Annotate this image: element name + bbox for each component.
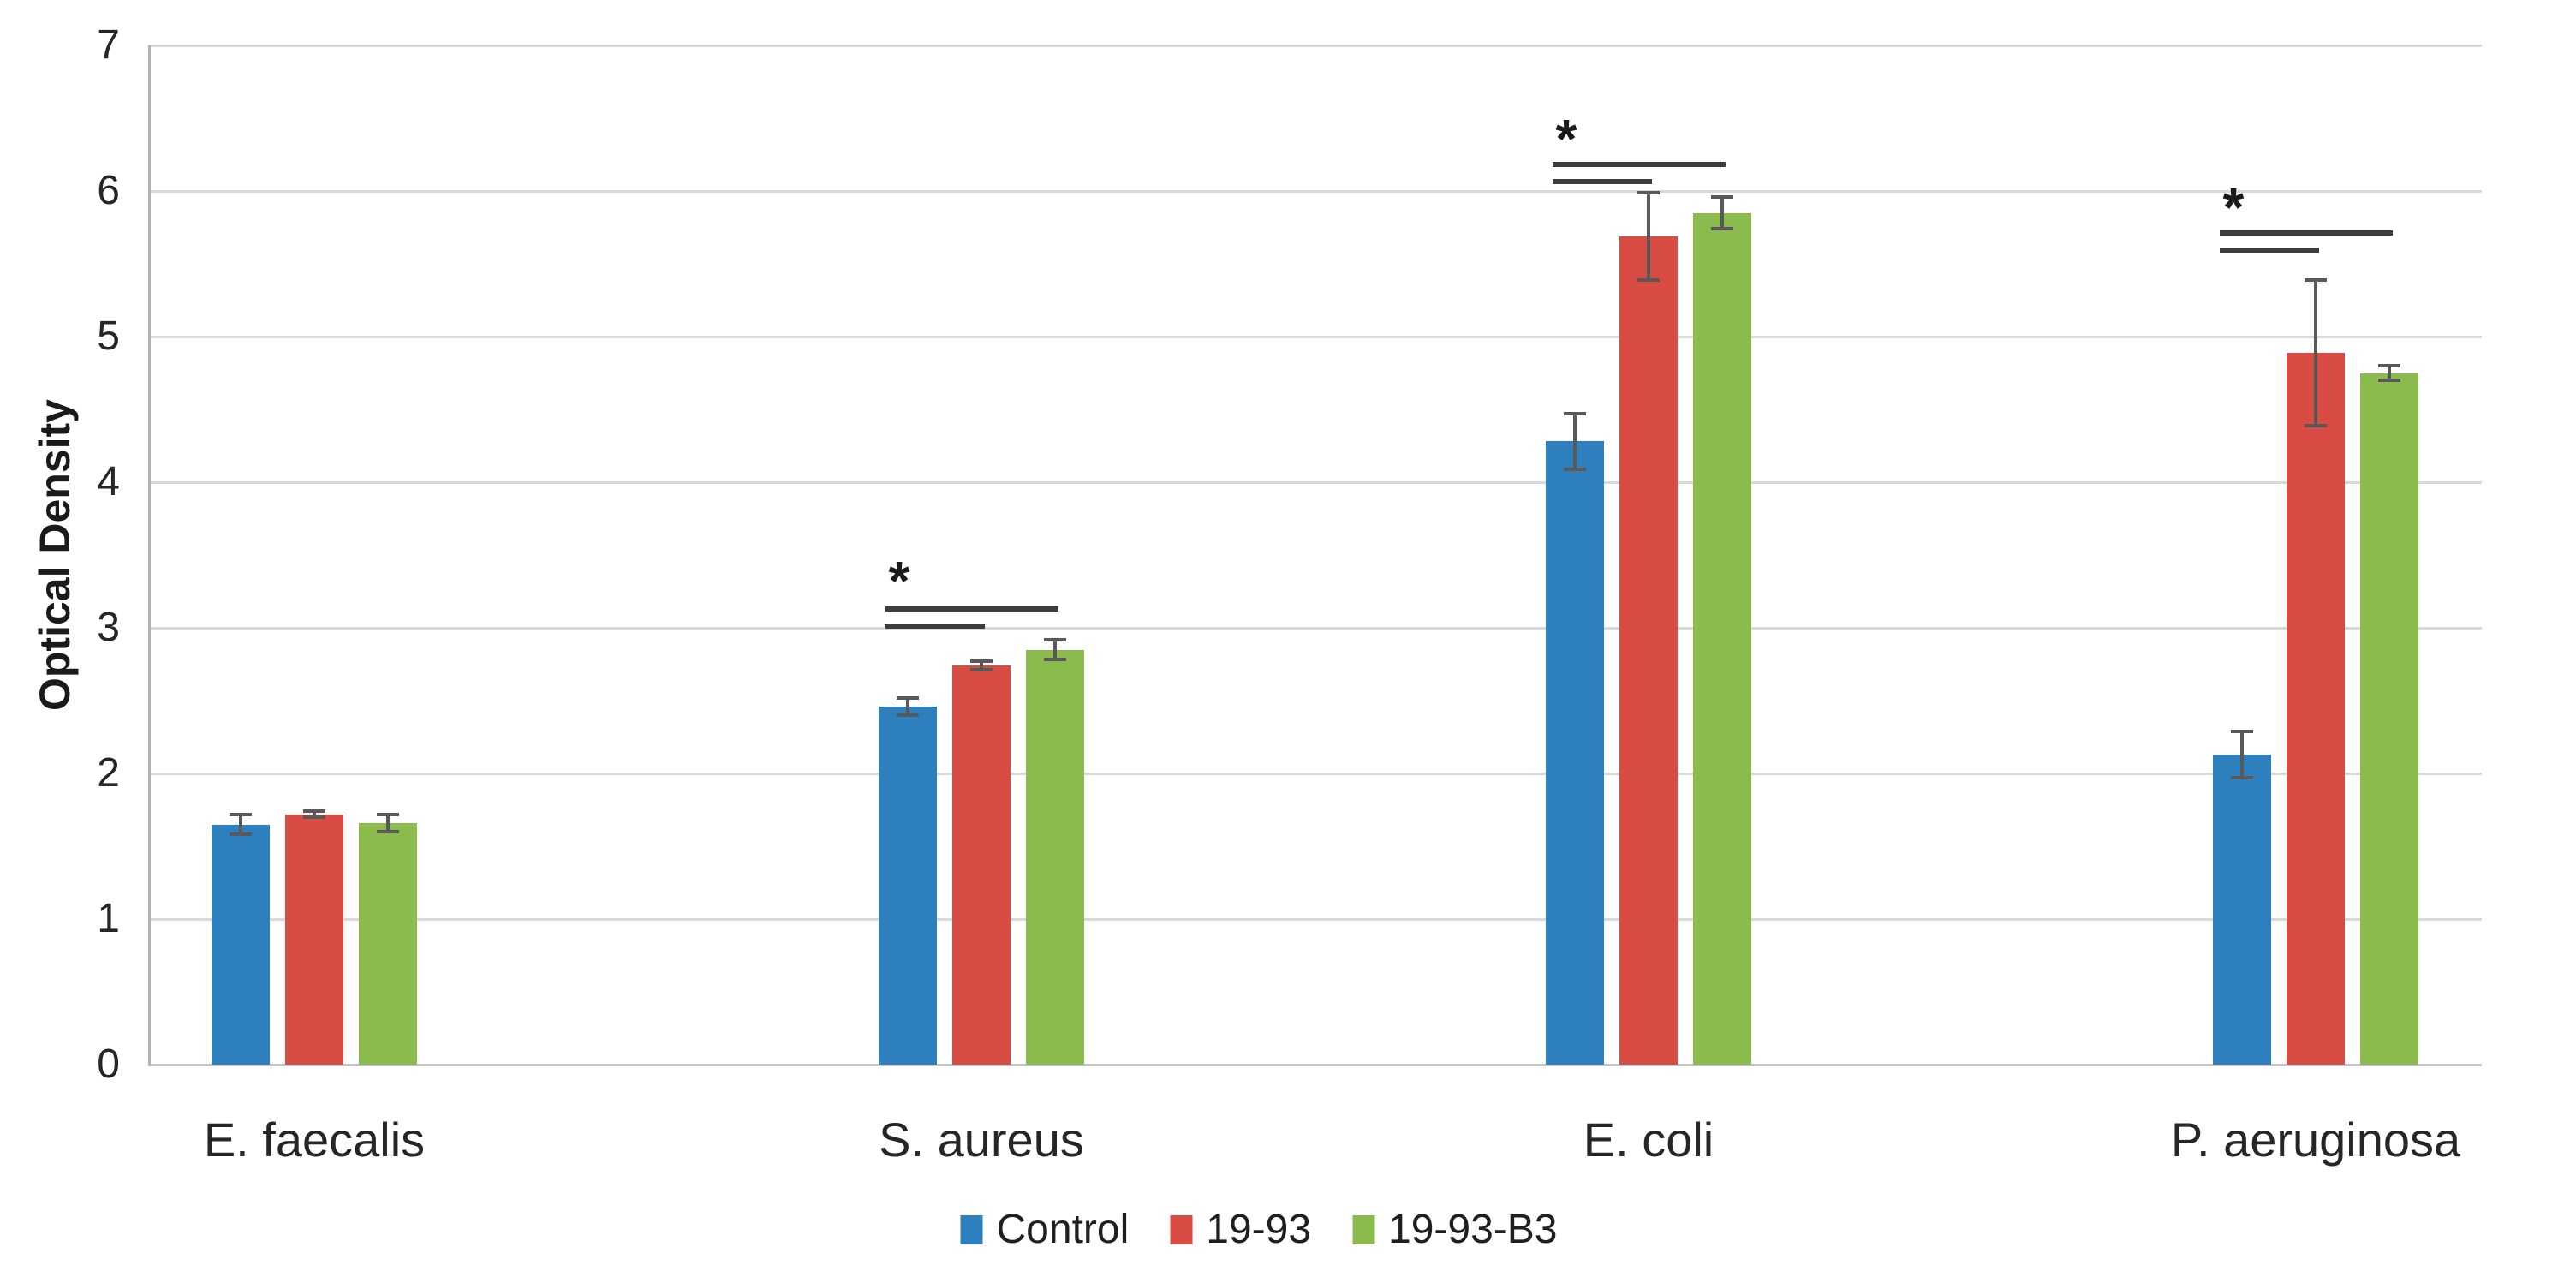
error-bar-whisker bbox=[239, 814, 242, 835]
bar-19-93-b3-e-coli bbox=[1693, 212, 1751, 1065]
error-bar-cap-top bbox=[897, 695, 919, 700]
significance-line-e-coli bbox=[1553, 179, 1652, 185]
x-axis-line bbox=[148, 1064, 2482, 1066]
y-tick-label-4: 4 bbox=[97, 459, 120, 504]
gridline-y1 bbox=[148, 918, 2482, 921]
error-bar-cap-top bbox=[230, 812, 252, 816]
error-bar-whisker bbox=[1573, 414, 1577, 469]
bar-19-93-b3-s-aureus bbox=[1026, 649, 1084, 1065]
error-bar-cap-top bbox=[970, 659, 993, 664]
bar-19-93-p-aeruginosa bbox=[2287, 352, 2345, 1065]
x-axis-label-e-coli: E. coli bbox=[1583, 1113, 1714, 1167]
significance-line-s-aureus bbox=[886, 606, 1058, 612]
error-bar-whisker bbox=[386, 814, 390, 832]
legend-label-control: Control bbox=[996, 1207, 1130, 1252]
bar-19-93-e-faecalis bbox=[285, 814, 343, 1065]
legend: Control 19-93 19-93-B3 bbox=[960, 1206, 1557, 1253]
significance-star-s-aureus: * bbox=[888, 550, 910, 612]
y-tick-label-7: 7 bbox=[97, 22, 120, 68]
legend-label-19-93-b3: 19-93-B3 bbox=[1388, 1207, 1558, 1252]
error-bar-cap-top bbox=[1564, 412, 1586, 416]
error-bar-whisker bbox=[2314, 279, 2317, 426]
error-bar-whisker bbox=[980, 661, 983, 671]
error-bar-cap-top bbox=[1637, 190, 1660, 194]
error-bar-cap-bottom bbox=[230, 832, 252, 837]
bar-19-93-s-aureus bbox=[952, 665, 1011, 1065]
error-bar-cap-bottom bbox=[1637, 277, 1660, 282]
gridline-y3 bbox=[148, 627, 2482, 630]
error-bar-cap-top bbox=[377, 812, 399, 816]
bar-19-93-b3-e-faecalis bbox=[359, 822, 417, 1065]
y-axis-title: Optical Density bbox=[31, 399, 79, 711]
x-axis-label-e-faecalis: E. faecalis bbox=[203, 1113, 426, 1167]
legend-label-19-93: 19-93 bbox=[1206, 1207, 1312, 1252]
error-bar-whisker bbox=[2388, 366, 2391, 380]
gridline-y4 bbox=[148, 481, 2482, 484]
bar-19-93-e-coli bbox=[1619, 236, 1678, 1065]
error-bar-whisker bbox=[1647, 192, 1650, 280]
significance-line-p-aeruginosa bbox=[2220, 230, 2393, 236]
y-tick-label-2: 2 bbox=[97, 750, 120, 796]
error-bar-whisker bbox=[2240, 731, 2244, 779]
legend-swatch-19-93 bbox=[1170, 1214, 1193, 1244]
error-bar-cap-top bbox=[2378, 364, 2400, 367]
legend-swatch-19-93-b3 bbox=[1352, 1214, 1375, 1244]
error-bar-cap-top bbox=[1711, 194, 1733, 199]
bar-control-s-aureus bbox=[879, 706, 937, 1065]
y-tick-label-0: 0 bbox=[97, 1041, 120, 1087]
bar-control-e-faecalis bbox=[212, 824, 270, 1065]
error-bar-cap-bottom bbox=[1564, 467, 1586, 471]
error-bar-cap-top bbox=[303, 809, 325, 814]
error-bar-cap-top bbox=[1044, 637, 1066, 641]
y-tick-label-5: 5 bbox=[97, 313, 120, 359]
significance-line-e-coli bbox=[1553, 162, 1726, 167]
error-bar-whisker bbox=[1720, 196, 1724, 230]
gridline-y6 bbox=[148, 190, 2482, 193]
significance-line-p-aeruginosa bbox=[2220, 248, 2319, 254]
error-bar-cap-bottom bbox=[2231, 776, 2253, 780]
error-bar-cap-bottom bbox=[2305, 423, 2327, 427]
bar-control-p-aeruginosa bbox=[2213, 754, 2271, 1065]
significance-line-s-aureus bbox=[886, 623, 985, 629]
y-tick-label-1: 1 bbox=[97, 896, 120, 941]
legend-item-control: Control bbox=[960, 1206, 1130, 1253]
error-bar-cap-bottom bbox=[303, 815, 325, 819]
y-axis-line bbox=[148, 45, 151, 1066]
error-bar-whisker bbox=[906, 697, 909, 715]
x-axis-label-s-aureus: S. aureus bbox=[879, 1113, 1084, 1167]
significance-star-e-coli: * bbox=[1555, 107, 1577, 170]
legend-item-19-93: 19-93 bbox=[1170, 1206, 1311, 1253]
error-bar-cap-bottom bbox=[1044, 658, 1066, 662]
bar-19-93-b3-p-aeruginosa bbox=[2360, 373, 2418, 1065]
error-bar-cap-bottom bbox=[897, 713, 919, 717]
legend-item-19-93-b3: 19-93-B3 bbox=[1352, 1206, 1557, 1253]
bar-control-e-coli bbox=[1546, 441, 1604, 1065]
gridline-y5 bbox=[148, 336, 2482, 338]
error-bar-cap-bottom bbox=[377, 830, 399, 833]
y-tick-label-3: 3 bbox=[97, 605, 120, 650]
x-axis-label-p-aeruginosa: P. aeruginosa bbox=[2170, 1113, 2461, 1167]
gridline-y2 bbox=[148, 773, 2482, 775]
error-bar-cap-top bbox=[2231, 729, 2253, 733]
y-tick-label-6: 6 bbox=[97, 168, 120, 213]
error-bar-cap-bottom bbox=[2378, 379, 2400, 382]
error-bar-cap-bottom bbox=[1711, 227, 1733, 231]
significance-star-p-aeruginosa: * bbox=[2222, 176, 2245, 238]
error-bar-cap-top bbox=[2305, 277, 2327, 282]
error-bar-whisker bbox=[1053, 639, 1057, 660]
gridline-y7 bbox=[148, 45, 2482, 47]
error-bar-cap-bottom bbox=[970, 668, 993, 672]
error-bar-whisker bbox=[313, 811, 316, 817]
legend-swatch-control bbox=[960, 1214, 983, 1244]
